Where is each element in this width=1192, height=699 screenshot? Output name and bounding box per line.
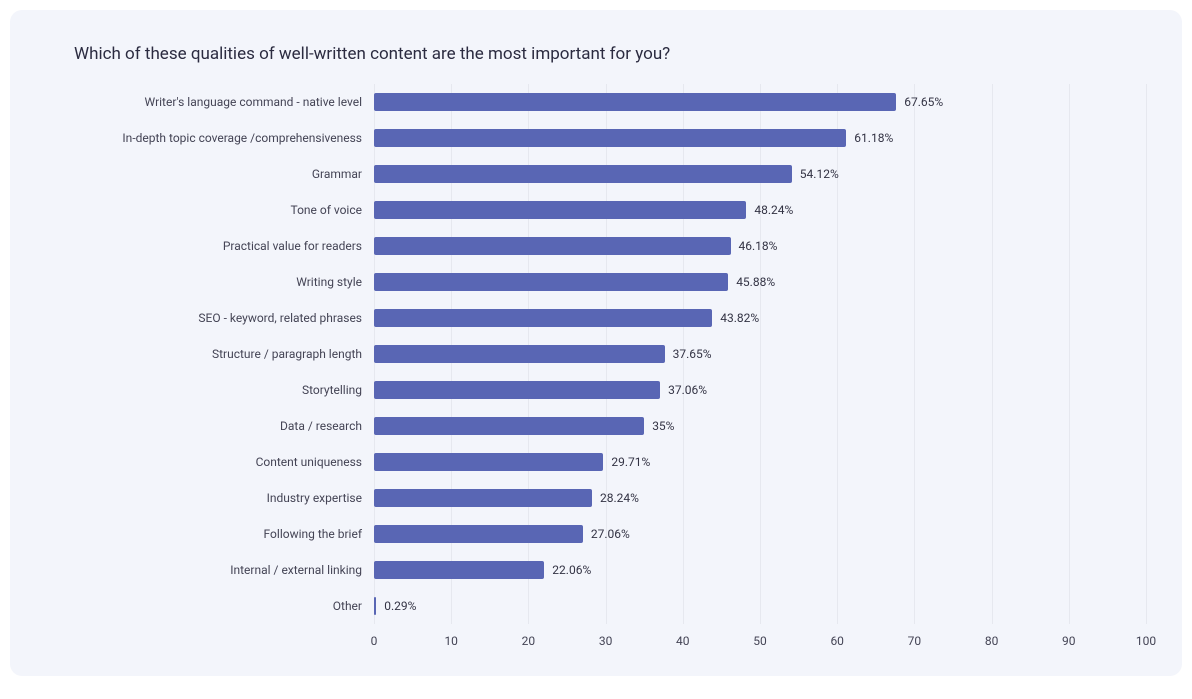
bar-value-label: 28.24%	[600, 491, 639, 505]
y-axis-labels: Writer's language command - native level…	[38, 84, 374, 624]
bar-value-label: 27.06%	[591, 527, 630, 541]
x-axis-tick: 80	[985, 634, 999, 648]
bar-value-label: 54.12%	[800, 167, 839, 181]
bar	[374, 525, 583, 543]
bar-row: 27.06%	[374, 516, 1146, 552]
bar-value-label: 67.65%	[904, 95, 943, 109]
chart-body: Writer's language command - native level…	[38, 84, 1146, 624]
bar-row: 28.24%	[374, 480, 1146, 516]
bar-value-label: 29.71%	[611, 455, 650, 469]
bar-row: 54.12%	[374, 156, 1146, 192]
bar-row: 43.82%	[374, 300, 1146, 336]
y-axis-label: Grammar	[38, 156, 374, 192]
bar-row: 35%	[374, 408, 1146, 444]
y-axis-label: Industry expertise	[38, 480, 374, 516]
bar	[374, 561, 544, 579]
bar-value-label: 35%	[652, 419, 674, 433]
bar-value-label: 46.18%	[739, 239, 778, 253]
x-axis-tick: 50	[753, 634, 767, 648]
chart-title: Which of these qualities of well-written…	[74, 44, 1146, 64]
y-axis-label: Writing style	[38, 264, 374, 300]
x-axis-tick: 10	[444, 634, 458, 648]
chart-card: Which of these qualities of well-written…	[10, 10, 1182, 676]
bar-row: 22.06%	[374, 552, 1146, 588]
bar-value-label: 61.18%	[854, 131, 893, 145]
y-axis-label: Internal / external linking	[38, 552, 374, 588]
bar	[374, 381, 660, 399]
y-axis-label: Writer's language command - native level	[38, 84, 374, 120]
x-axis-tick: 90	[1062, 634, 1076, 648]
bar	[374, 165, 792, 183]
y-axis-label: SEO - keyword, related phrases	[38, 300, 374, 336]
bar-row: 37.06%	[374, 372, 1146, 408]
y-axis-label: In-depth topic coverage /comprehensivene…	[38, 120, 374, 156]
y-axis-label: Data / research	[38, 408, 374, 444]
x-axis-tick: 100	[1136, 634, 1156, 648]
x-axis-tick: 0	[371, 634, 378, 648]
bar-value-label: 0.29%	[384, 599, 416, 613]
bar-row: 67.65%	[374, 84, 1146, 120]
bar-value-label: 43.82%	[720, 311, 759, 325]
bar-value-label: 37.06%	[668, 383, 707, 397]
gridline	[1146, 84, 1147, 624]
bar-row: 29.71%	[374, 444, 1146, 480]
y-axis-label: Practical value for readers	[38, 228, 374, 264]
bar-row: 46.18%	[374, 228, 1146, 264]
y-axis-label: Storytelling	[38, 372, 374, 408]
x-axis-tick: 30	[599, 634, 613, 648]
y-axis-label: Content uniqueness	[38, 444, 374, 480]
bar	[374, 129, 846, 147]
x-axis-tick: 60	[830, 634, 844, 648]
bar-value-label: 45.88%	[736, 275, 775, 289]
bar-row: 45.88%	[374, 264, 1146, 300]
bar	[374, 93, 896, 111]
bar	[374, 237, 731, 255]
bar	[374, 273, 728, 291]
bar	[374, 453, 603, 471]
y-axis-label: Other	[38, 588, 374, 624]
plot-area: 67.65% 61.18% 54.12% 48.24% 46.18% 45.88% 43.8…	[374, 84, 1146, 624]
x-axis-tick: 20	[522, 634, 536, 648]
bar	[374, 201, 746, 219]
bar-row: 37.65%	[374, 336, 1146, 372]
bar-row: 48.24%	[374, 192, 1146, 228]
bar	[374, 417, 644, 435]
x-axis-tick: 70	[908, 634, 922, 648]
y-axis-label: Following the brief	[38, 516, 374, 552]
x-axis: 0102030405060708090100	[374, 630, 1146, 652]
bar-value-label: 22.06%	[552, 563, 591, 577]
x-axis-tick: 40	[676, 634, 690, 648]
y-axis-label: Tone of voice	[38, 192, 374, 228]
bar-row: 61.18%	[374, 120, 1146, 156]
y-axis-label: Structure / paragraph length	[38, 336, 374, 372]
bar-value-label: 48.24%	[754, 203, 793, 217]
bar	[374, 345, 665, 363]
bar	[374, 489, 592, 507]
bar-row: 0.29%	[374, 588, 1146, 624]
bars-layer: 67.65% 61.18% 54.12% 48.24% 46.18% 45.88% 43.8…	[374, 84, 1146, 624]
bar	[374, 597, 376, 615]
bar-value-label: 37.65%	[673, 347, 712, 361]
bar	[374, 309, 712, 327]
